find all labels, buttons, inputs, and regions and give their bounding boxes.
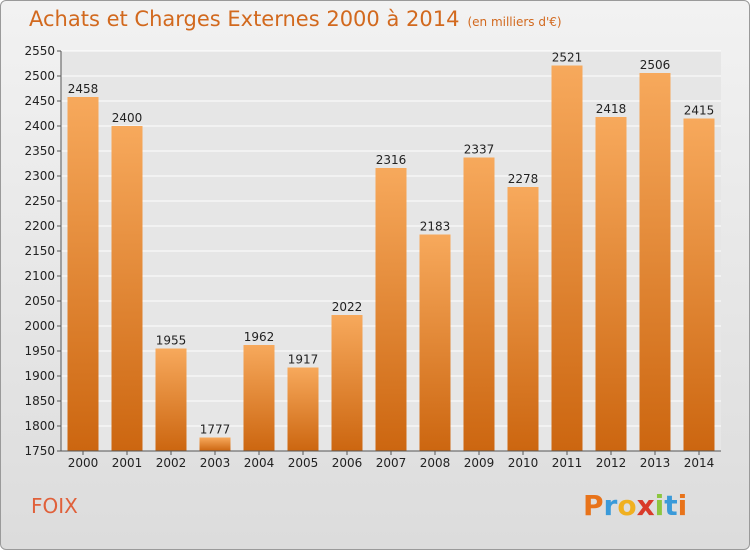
y-tick-label: 2300 [24, 169, 55, 183]
x-tick-label: 2006 [332, 456, 363, 470]
logo-letter: o [617, 489, 637, 522]
x-tick-label: 2012 [596, 456, 627, 470]
y-tick-label: 2400 [24, 119, 55, 133]
x-tick-label: 2014 [684, 456, 715, 470]
chart-title-text: Achats et Charges Externes 2000 à 2014 [29, 7, 460, 31]
bar-value-label: 2278 [508, 172, 539, 186]
chart-title: Achats et Charges Externes 2000 à 2014 (e… [29, 7, 562, 31]
logo-letter: r [603, 489, 618, 522]
logo-letter: i [654, 489, 665, 522]
bar-2001 [111, 126, 143, 451]
bar-value-label: 2400 [112, 111, 143, 125]
y-tick-label: 2000 [24, 319, 55, 333]
x-tick-label: 2013 [640, 456, 671, 470]
y-tick-label: 2050 [24, 294, 55, 308]
bar-2010 [507, 187, 539, 451]
bar-2006 [331, 315, 363, 451]
y-tick-label: 2150 [24, 244, 55, 258]
logo-letter: i [677, 489, 688, 522]
bar-value-label: 1777 [200, 423, 231, 437]
logo-letter: t [664, 489, 678, 522]
bar-value-label: 2337 [464, 143, 495, 157]
y-tick-label: 1750 [24, 444, 55, 458]
bar-value-label: 2506 [640, 58, 671, 72]
y-tick-label: 2250 [24, 194, 55, 208]
x-tick-label: 2009 [464, 456, 495, 470]
bar-2009 [463, 157, 495, 451]
bar-2014 [683, 118, 715, 451]
bar-value-label: 2183 [420, 220, 451, 234]
axes: 1750 1800 1850 1900 1950 2000 2050 2100 2150 2200… [24, 44, 721, 470]
bar-value-label: 2458 [68, 82, 99, 96]
bar-2007 [375, 168, 407, 451]
x-tick-label: 2005 [288, 456, 319, 470]
x-tick-label: 2003 [200, 456, 231, 470]
y-tick-label: 1950 [24, 344, 55, 358]
x-tick-label: 2007 [376, 456, 407, 470]
bar-value-label: 2418 [596, 102, 627, 116]
chart-subtitle: (en milliers d'€) [467, 15, 562, 29]
x-tick-label: 2001 [112, 456, 143, 470]
bar-2003 [199, 437, 231, 451]
bar-2013 [639, 73, 671, 451]
y-tick-label: 2500 [24, 69, 55, 83]
y-tick-label: 1850 [24, 394, 55, 408]
x-tick-label: 2000 [68, 456, 99, 470]
x-tick-label: 2011 [552, 456, 583, 470]
bar-2008 [419, 234, 451, 451]
x-tick-label: 2010 [508, 456, 539, 470]
logo-letter: x [636, 489, 655, 522]
bar-value-label: 1917 [288, 353, 319, 367]
bar-value-label: 2022 [332, 300, 363, 314]
bar-2005 [287, 367, 319, 451]
x-tick-label: 2004 [244, 456, 275, 470]
x-tick-label: 2002 [156, 456, 187, 470]
bar-value-label: 1962 [244, 330, 275, 344]
bar-2000 [67, 97, 99, 451]
bars: 2458 2400 1955 1777 1962 1917 2022 2316 2183 2337… [67, 51, 715, 451]
bar-2002 [155, 348, 187, 451]
x-tick-label: 2008 [420, 456, 451, 470]
bar-value-label: 1955 [156, 334, 187, 348]
bar-2004 [243, 345, 275, 451]
proxiti-logo: Proxiti [583, 489, 687, 522]
logo-letter: P [583, 489, 604, 522]
bar-2011 [551, 65, 583, 451]
bar-value-label: 2316 [376, 153, 407, 167]
bar-value-label: 2521 [552, 51, 583, 65]
city-name: FOIX [31, 494, 78, 518]
bar-value-label: 2415 [684, 104, 715, 118]
bar-2012 [595, 117, 627, 451]
y-tick-label: 2100 [24, 269, 55, 283]
y-tick-label: 2550 [24, 44, 55, 58]
y-tick-label: 2200 [24, 219, 55, 233]
y-tick-label: 2450 [24, 94, 55, 108]
y-tick-label: 2350 [24, 144, 55, 158]
y-tick-label: 1800 [24, 419, 55, 433]
y-tick-label: 1900 [24, 369, 55, 383]
